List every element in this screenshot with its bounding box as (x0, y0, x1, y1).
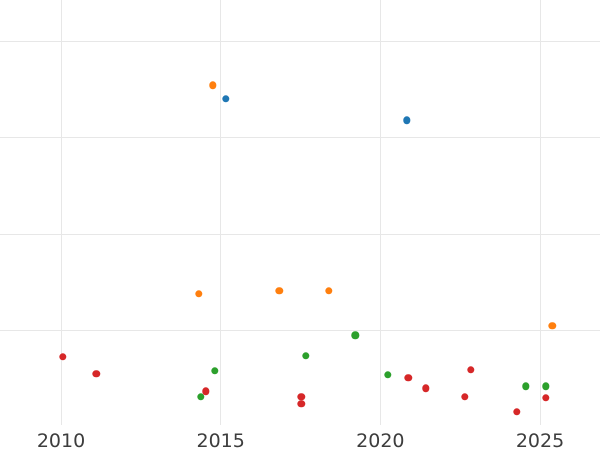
data-point-blue (403, 116, 411, 124)
x-tick-label: 2025 (515, 430, 565, 450)
data-point-green (197, 393, 205, 401)
data-point-red (202, 387, 210, 395)
data-point-orange (275, 287, 283, 295)
data-point-orange (325, 287, 333, 295)
gridline-horizontal (0, 233, 600, 235)
data-point-green (211, 367, 219, 375)
data-point-red (92, 370, 100, 378)
gridline-horizontal (0, 330, 600, 331)
data-point-red (297, 400, 305, 408)
data-point-red (59, 352, 67, 361)
gridline-horizontal (0, 137, 600, 138)
x-tick-label: 2010 (36, 430, 86, 450)
data-point-green (522, 382, 530, 391)
gridline-vertical (539, 0, 541, 425)
data-point-red (513, 407, 521, 416)
gridline-vertical (379, 0, 381, 425)
gridline-vertical (60, 0, 62, 425)
gridline-vertical (220, 0, 222, 425)
x-tick-label: 2015 (196, 430, 245, 450)
data-point-green (302, 351, 310, 360)
data-point-green (351, 331, 359, 340)
data-point-red (297, 393, 305, 401)
data-point-green (542, 382, 550, 391)
data-point-red (422, 384, 430, 393)
data-point-orange (195, 290, 203, 298)
gridline-horizontal (0, 40, 600, 42)
data-point-green (384, 371, 392, 379)
data-point-blue (222, 95, 230, 103)
data-point-orange (209, 81, 217, 90)
x-tick-label: 2020 (356, 430, 405, 450)
data-point-orange (548, 321, 556, 330)
data-point-red (542, 394, 550, 402)
data-point-red (404, 374, 412, 382)
data-point-red (461, 393, 469, 401)
data-point-red (467, 366, 475, 374)
